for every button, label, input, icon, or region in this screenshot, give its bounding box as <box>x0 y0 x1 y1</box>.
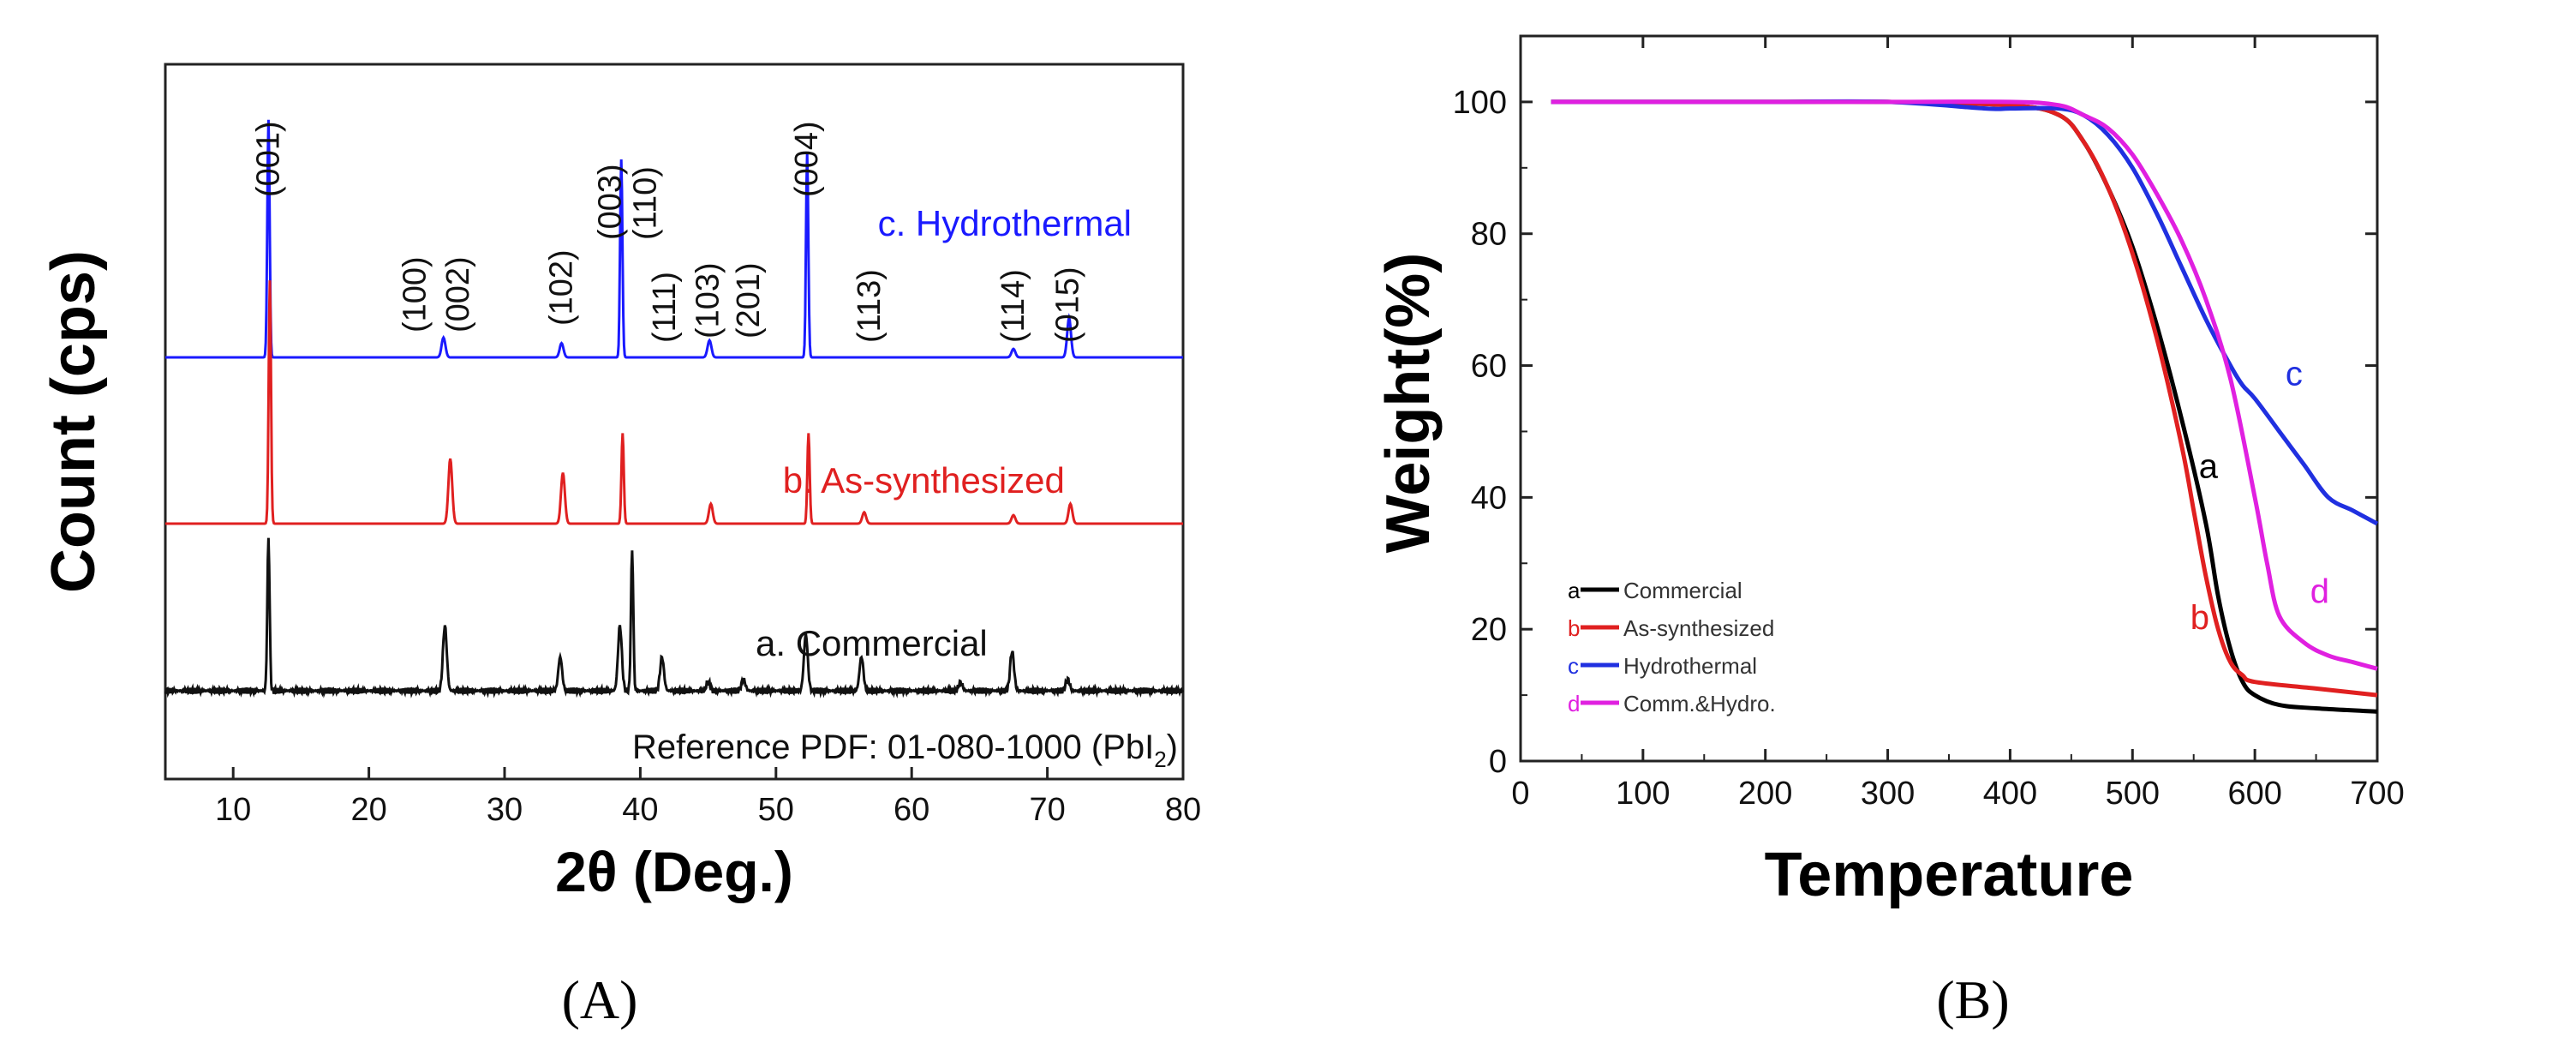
legend-letter: a <box>1568 578 1581 603</box>
tga-x-tick-label: 200 <box>1738 776 1792 812</box>
panel-a-label: (A) <box>562 969 638 1030</box>
miller-index-label: (110) <box>628 166 664 240</box>
xrd-x-axis-label: 2θ (Deg.) <box>555 840 793 903</box>
xrd-series-line <box>165 280 1183 525</box>
legend-label: Commercial <box>1623 578 1742 603</box>
tga-curve-label: a <box>2199 447 2219 485</box>
panel-b-label: (B) <box>1936 969 2009 1030</box>
xrd-x-tick-label: 80 <box>1165 792 1201 828</box>
miller-index-label: (004) <box>789 121 825 197</box>
miller-index-label: (100) <box>397 256 433 333</box>
xrd-series-line <box>164 537 1185 698</box>
miller-index-label: (201) <box>731 262 767 339</box>
tga-series-line <box>1551 99 2378 671</box>
tga-x-axis-label: Temperature <box>1765 841 2134 909</box>
xrd-y-axis-label: Count (cps) <box>39 250 108 593</box>
tga-y-tick-label: 100 <box>1453 85 1507 121</box>
xrd-series-label: a. Commercial <box>756 623 988 663</box>
tga-curve-label: c <box>2286 356 2303 393</box>
tga-y-tick-label: 80 <box>1471 217 1507 253</box>
xrd-x-tick-label: 70 <box>1029 792 1065 828</box>
tga-x-tick-label: 400 <box>1983 776 2037 812</box>
miller-index-label: (015) <box>1049 267 1085 343</box>
tga-legend: a Commercial b As-synthesized c Hydrothermal d… <box>1568 578 1776 716</box>
miller-index-label: (103) <box>690 262 726 339</box>
tga-curve-label: d <box>2310 572 2329 610</box>
xrd-series-label: b. As-synthesized <box>783 460 1065 501</box>
xrd-x-tick-label: 40 <box>622 792 658 828</box>
tga-x-tick-label: 300 <box>1861 776 1915 812</box>
xrd-series-line <box>165 119 1183 359</box>
tga-y-tick-label: 20 <box>1471 612 1507 648</box>
legend-label: As-synthesized <box>1623 615 1774 641</box>
tga-x-tick-label: 500 <box>2106 776 2160 812</box>
xrd-series-label: c. Hydrothermal <box>878 203 1132 243</box>
miller-index-label: (002) <box>440 256 476 333</box>
miller-index-label: (114) <box>995 269 1031 343</box>
xrd-chart: 10 20 30 40 50 60 70 80 c. Hydrothermal b. As-sy… <box>39 63 1201 1030</box>
xrd-x-tick-label: 50 <box>758 792 794 828</box>
miller-index-label: (113) <box>852 269 888 343</box>
tga-y-tick-label: 0 <box>1489 744 1507 780</box>
tga-curve-label: b <box>2190 599 2209 637</box>
legend-letter: b <box>1568 615 1580 641</box>
tga-x-tick-label: 700 <box>2350 776 2404 812</box>
miller-index-label: (102) <box>544 249 580 326</box>
legend-letter: c <box>1568 653 1579 679</box>
xrd-x-tick-label: 60 <box>894 792 929 828</box>
tga-y-tick-label: 40 <box>1471 480 1507 516</box>
xrd-x-tick-label: 10 <box>215 792 251 828</box>
legend-label: Hydrothermal <box>1623 653 1757 679</box>
tga-y-tick-label: 60 <box>1471 349 1507 385</box>
xrd-x-tick-label: 30 <box>487 792 523 828</box>
tga-x-tick-label: 100 <box>1616 776 1670 812</box>
legend-letter: d <box>1568 691 1580 716</box>
xrd-plot-frame <box>164 63 1185 781</box>
tga-x-tick-label: 0 <box>1511 776 1529 812</box>
miller-index-label: (001) <box>250 121 286 197</box>
legend-label: Comm.&Hydro. <box>1623 691 1776 716</box>
miller-index-label: (003) <box>593 164 629 240</box>
tga-series-line <box>1551 99 2379 526</box>
xrd-x-tick-label: 20 <box>350 792 386 828</box>
reference-pdf-label: Reference PDF: 01-080-1000 (PbI2) <box>632 728 1178 772</box>
tga-x-tick-label: 600 <box>2227 776 2281 812</box>
miller-index-label: (111) <box>647 272 683 343</box>
tga-y-axis-label: Weight(%) <box>1374 253 1443 554</box>
